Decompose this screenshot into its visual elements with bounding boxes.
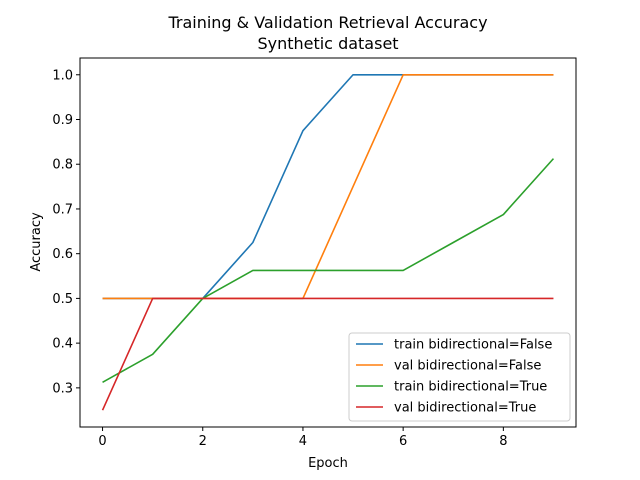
- y-tick-label: 0.4: [52, 337, 73, 352]
- series-line-3: [102, 158, 555, 383]
- y-tick-label: 0.8: [52, 158, 73, 173]
- x-axis-label: Epoch: [308, 456, 348, 471]
- x-tick-label: 6: [399, 434, 407, 449]
- y-tick-label: 0.9: [52, 113, 73, 128]
- legend: train bidirectional=False val bidirection…: [348, 332, 571, 422]
- plot-area: [101, 73, 555, 411]
- x-tick-label: 8: [499, 434, 507, 449]
- y-tick-label: 0.5: [52, 292, 73, 307]
- y-tick-label: 0.3: [52, 381, 73, 396]
- legend-label: train bidirectional=True: [394, 380, 547, 395]
- legend-label: train bidirectional=False: [394, 338, 552, 353]
- y-tick-label: 0.6: [52, 247, 73, 262]
- legend-label: val bidirectional=False: [394, 359, 541, 374]
- axes-frame: [79, 57, 577, 428]
- series-line-2: [102, 73, 554, 300]
- series-line-4: [101, 297, 554, 411]
- chart-title: Training & Validation Retrieval Accuracy: [167, 13, 487, 32]
- y-axis-label: Accuracy: [29, 212, 44, 272]
- y-tick-label: 0.7: [52, 202, 73, 217]
- legend-frame: [348, 332, 571, 422]
- chart-subtitle: Synthetic dataset: [257, 34, 398, 53]
- series-line-1: [102, 73, 554, 300]
- y-tick-label: 1.0: [52, 68, 73, 83]
- legend-label: val bidirectional=True: [394, 401, 536, 416]
- x-tick-label: 0: [98, 434, 106, 449]
- x-tick-label: 2: [199, 434, 207, 449]
- x-tick-label: 4: [299, 434, 307, 449]
